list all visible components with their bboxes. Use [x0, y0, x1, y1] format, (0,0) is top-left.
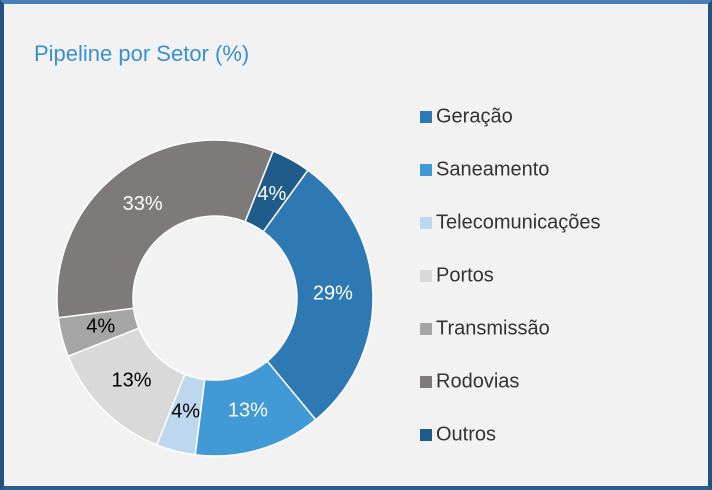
legend-swatch	[420, 429, 432, 441]
data-label: 4%	[171, 401, 200, 423]
donut-slice	[244, 150, 309, 233]
data-label: 29%	[313, 283, 353, 305]
chart-title: Pipeline por Setor (%)	[34, 41, 249, 66]
data-label: 13%	[112, 370, 152, 392]
chart: Pipeline por Setor (%) 29% 13% 4% 13% 4% 33% 4…	[34, 41, 601, 457]
legend-swatch	[420, 164, 432, 176]
donut-slice	[56, 139, 275, 319]
legend-swatch	[420, 323, 432, 335]
legend-swatch	[420, 217, 432, 229]
legend-swatch	[420, 270, 432, 282]
legend-label: Geração	[436, 105, 513, 127]
data-label: 33%	[123, 193, 163, 215]
data-label: 4%	[257, 183, 286, 205]
data-label: 13%	[228, 400, 268, 422]
legend-label: Rodovias	[436, 370, 519, 392]
donut-slice	[262, 169, 374, 421]
data-label: 4%	[86, 316, 115, 338]
legend-label: Portos	[436, 264, 494, 286]
legend-swatch	[420, 111, 432, 123]
legend-label: Saneamento	[436, 158, 549, 180]
legend-label: Outros	[436, 423, 496, 445]
legend-label: Transmissão	[436, 317, 550, 339]
legend-label: Telecomunicações	[436, 211, 601, 233]
legend-swatch	[420, 376, 432, 388]
